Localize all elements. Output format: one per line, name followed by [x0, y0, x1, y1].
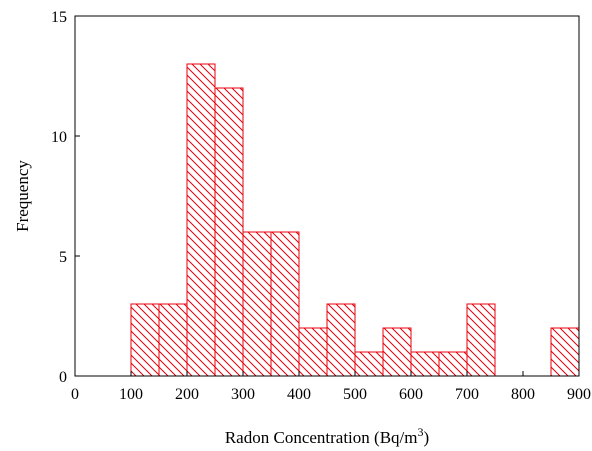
histogram-bars: [130, 63, 580, 377]
histogram-bar-400-450: [298, 327, 328, 377]
histogram-bar-450-500: [326, 303, 356, 377]
x-tick-label: 400: [287, 386, 311, 403]
y-tick-label: 15: [51, 9, 67, 26]
x-axis-title: Radon Concentration (Bq/m3): [225, 425, 429, 447]
histogram-bar-350-400: [270, 231, 300, 377]
x-tick-label: 100: [119, 386, 143, 403]
x-axis-title-main: Radon Concentration (Bq/m: [225, 428, 418, 447]
y-axis-title: Frequency: [13, 160, 32, 232]
histogram-bar-700-750: [466, 303, 496, 377]
x-axis-ticks: 0 100 200 300 400 500 600 700 800 900: [71, 371, 591, 403]
x-axis-title-superscript: 3: [417, 425, 423, 439]
x-tick-label: 700: [455, 386, 479, 403]
x-axis-title-suffix: ): [423, 428, 429, 447]
x-tick-label: 500: [343, 386, 367, 403]
histogram-bar-150-200: [158, 303, 188, 377]
histogram-bar-550-600: [382, 327, 412, 377]
x-tick-label: 600: [399, 386, 423, 403]
histogram-bar-650-700: [438, 351, 468, 377]
x-tick-label: 300: [231, 386, 255, 403]
x-tick-label: 800: [511, 386, 535, 403]
x-tick-label: 0: [71, 386, 79, 403]
histogram-bar-100-150: [130, 303, 160, 377]
histogram-bar-500-550: [354, 351, 384, 377]
histogram-bar-200-250: [186, 63, 216, 377]
x-tick-label: 900: [567, 386, 591, 403]
histogram-bar-850-900: [550, 327, 580, 377]
histogram-bar-600-650: [410, 351, 440, 377]
y-tick-label: 0: [59, 369, 67, 386]
y-axis-ticks: 0 5 10 15: [51, 9, 80, 386]
histogram-bar-250-300: [214, 87, 244, 377]
plot-area-frame: [74, 15, 580, 377]
histogram-bar-300-350: [242, 231, 272, 377]
y-tick-label: 5: [59, 249, 67, 266]
x-tick-label: 200: [175, 386, 199, 403]
y-tick-label: 10: [51, 129, 67, 146]
